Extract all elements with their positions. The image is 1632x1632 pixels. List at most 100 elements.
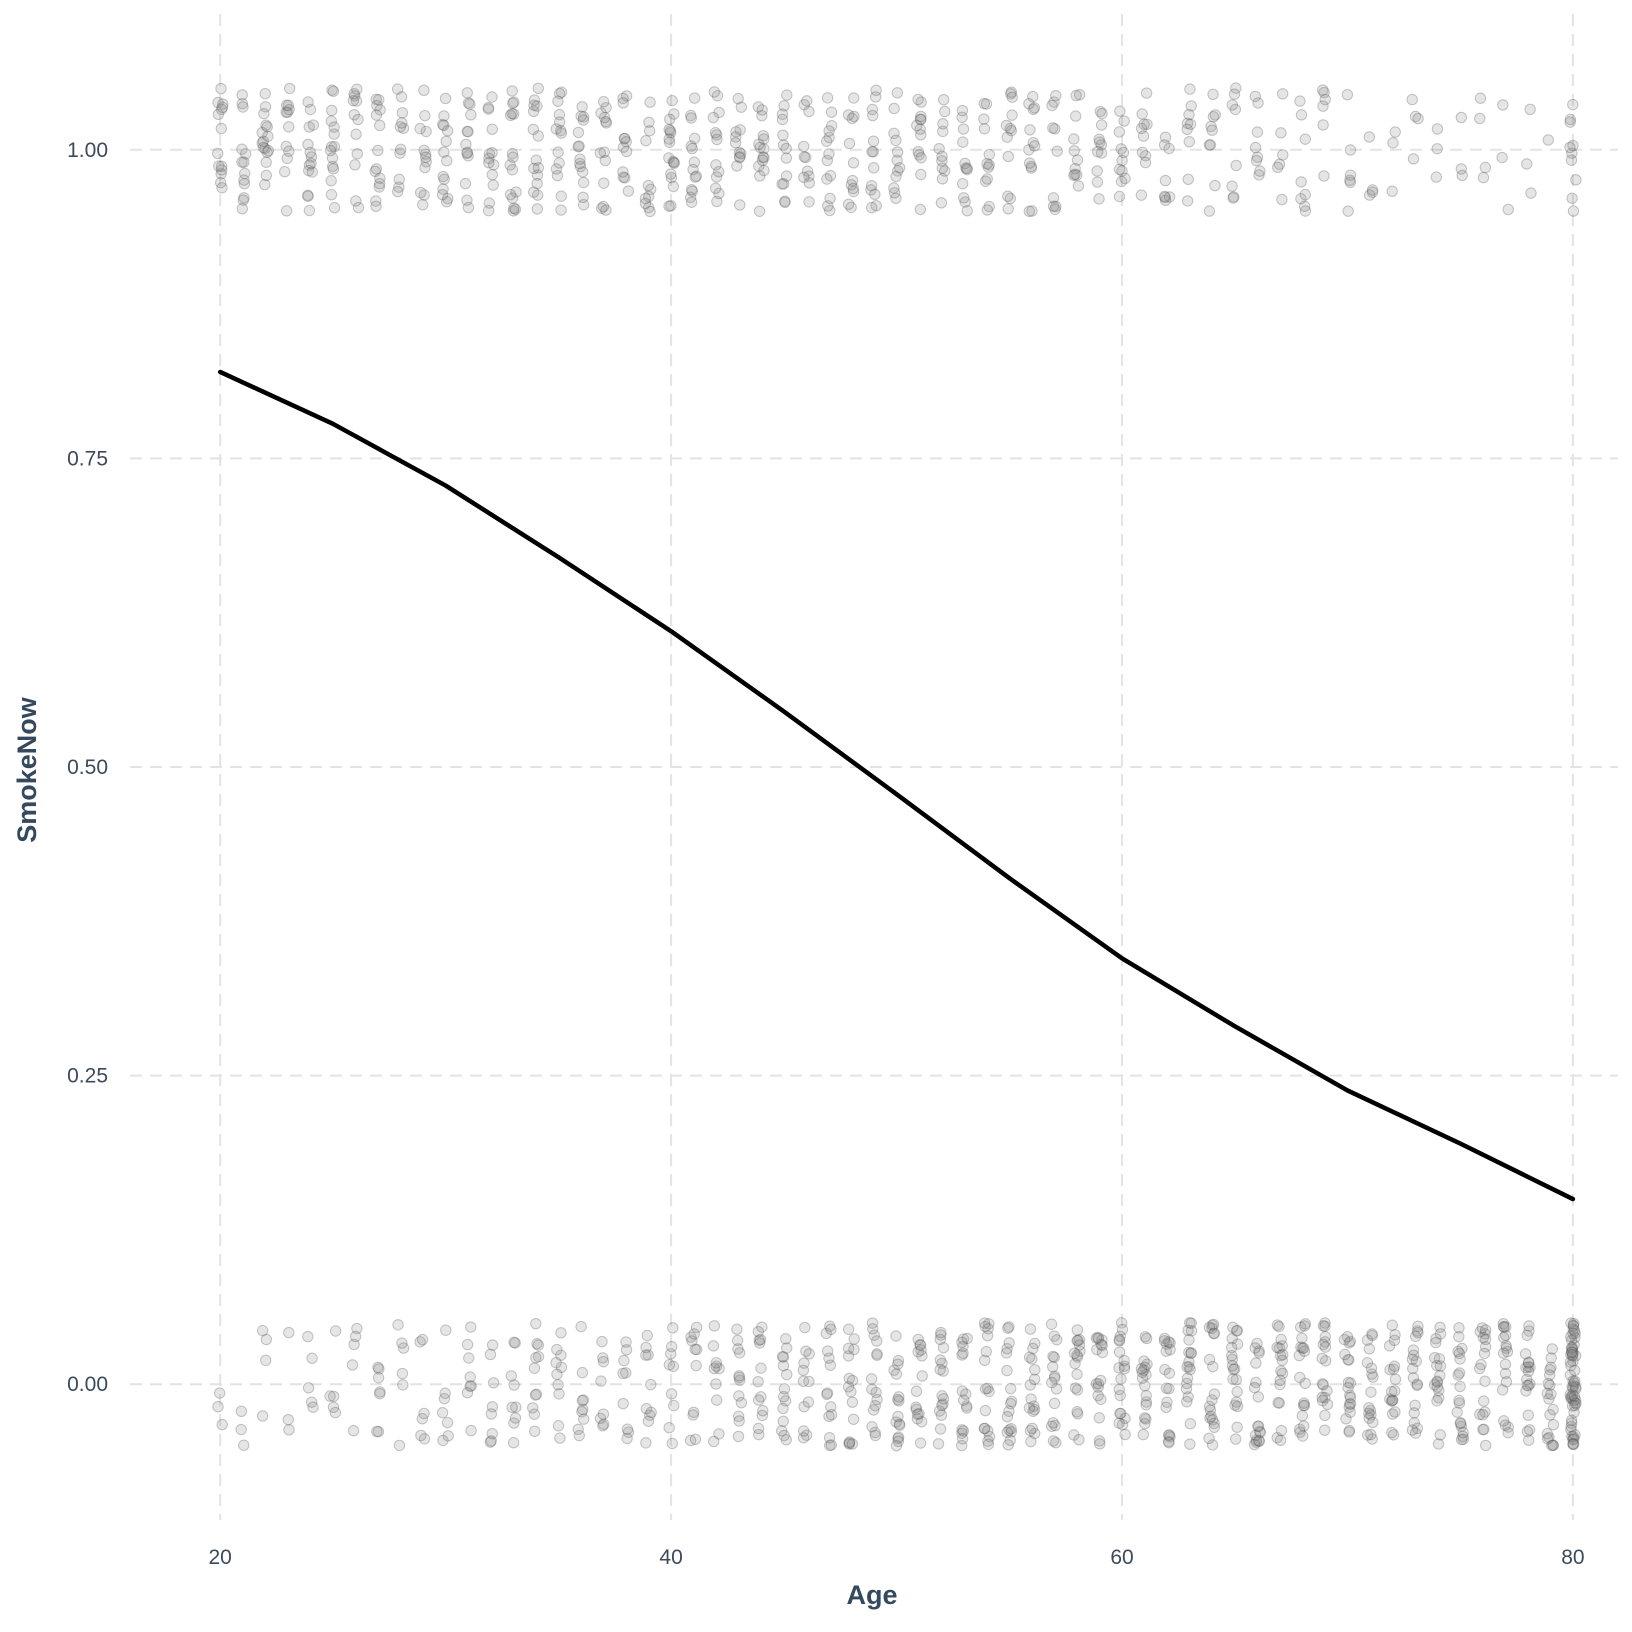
data-point: [1434, 1369, 1446, 1382]
data-point: [914, 123, 926, 135]
data-point: [1095, 1338, 1107, 1351]
data-point: [1226, 1332, 1238, 1345]
data-point: [871, 1393, 883, 1406]
data-point: [370, 163, 383, 175]
data-point: [1140, 1399, 1152, 1411]
data-point: [1253, 1347, 1265, 1359]
data-point: [1386, 1319, 1398, 1331]
data-point: [870, 84, 882, 97]
data-point: [1522, 1357, 1535, 1369]
data-point: [302, 189, 314, 202]
data-point: [279, 165, 291, 178]
data-point: [1093, 1435, 1106, 1447]
data-point: [959, 157, 971, 170]
data-point: [461, 87, 473, 99]
data-point: [934, 1364, 946, 1376]
data-point: [1386, 1408, 1399, 1420]
data-point: [1478, 1395, 1490, 1407]
data-point: [1049, 1372, 1061, 1384]
data-point: [1074, 1345, 1086, 1357]
data-point: [846, 174, 859, 187]
data-point: [1115, 1373, 1127, 1385]
data-point: [1431, 1381, 1444, 1393]
data-point: [1409, 1330, 1422, 1343]
data-point: [1185, 1347, 1197, 1359]
data-point: [438, 1393, 451, 1405]
data-point: [1387, 137, 1399, 149]
data-point: [529, 1389, 542, 1401]
data-point: [802, 1396, 815, 1408]
data-point: [600, 117, 613, 129]
data-point: [1455, 1433, 1468, 1446]
data-point: [441, 125, 454, 137]
data-point: [914, 113, 927, 125]
data-point: [348, 88, 360, 100]
data-point: [1229, 1363, 1241, 1375]
data-point: [1073, 88, 1086, 101]
data-point: [506, 164, 519, 176]
data-point: [869, 1399, 881, 1412]
data-point: [352, 201, 365, 214]
data-point: [710, 1378, 722, 1390]
data-point: [957, 1333, 970, 1345]
data-point: [1499, 1358, 1512, 1371]
data-point: [1139, 149, 1152, 162]
data-point: [1140, 1413, 1152, 1425]
data-point: [757, 1405, 769, 1417]
data-point: [1028, 1373, 1041, 1386]
data-point: [1428, 1379, 1441, 1391]
data-point: [577, 1403, 589, 1416]
data-point: [842, 198, 855, 211]
data-point: [866, 103, 879, 116]
data-point: [325, 115, 338, 127]
data-point: [665, 171, 678, 184]
data-point: [1002, 1322, 1014, 1334]
data-point: [1092, 1332, 1105, 1345]
data-point: [1181, 1377, 1193, 1390]
data-point: [1158, 190, 1171, 203]
data-point: [913, 149, 925, 161]
data-point: [324, 144, 337, 157]
data-point: [1365, 1409, 1377, 1421]
data-point: [1005, 1423, 1017, 1435]
data-point: [1095, 147, 1108, 159]
data-point: [866, 201, 878, 214]
data-point: [465, 1380, 477, 1392]
data-point: [1342, 1376, 1355, 1389]
data-point: [394, 147, 406, 159]
data-point: [346, 1359, 359, 1371]
data-point: [420, 155, 432, 168]
data-point: [1069, 168, 1081, 180]
data-point: [528, 99, 540, 111]
data-point: [373, 1363, 385, 1375]
data-point: [371, 1425, 383, 1438]
data-point: [1158, 1332, 1171, 1345]
data-point: [757, 151, 769, 163]
data-point: [1274, 1349, 1287, 1362]
data-point: [687, 1409, 699, 1421]
data-point: [1024, 1379, 1036, 1391]
data-point: [1430, 1332, 1442, 1345]
data-point: [846, 1374, 859, 1387]
data-point: [1048, 1370, 1061, 1382]
data-point: [1185, 1317, 1197, 1329]
data-point: [1496, 1384, 1509, 1396]
data-point: [262, 130, 274, 142]
data-point: [347, 1425, 360, 1437]
data-point: [935, 197, 948, 209]
data-point: [507, 151, 519, 163]
data-point: [1161, 1396, 1173, 1408]
data-point: [915, 96, 927, 108]
data-point: [1294, 1426, 1306, 1438]
data-point: [1525, 187, 1537, 199]
data-point: [486, 1339, 499, 1351]
data-point: [713, 1362, 725, 1375]
data-point: [1569, 1327, 1581, 1340]
data-point: [373, 94, 385, 106]
data-point: [397, 122, 410, 134]
data-point: [1203, 139, 1216, 151]
data-point: [888, 182, 900, 194]
data-point: [867, 146, 879, 158]
data-point: [531, 203, 544, 215]
data-point: [1570, 1397, 1582, 1410]
